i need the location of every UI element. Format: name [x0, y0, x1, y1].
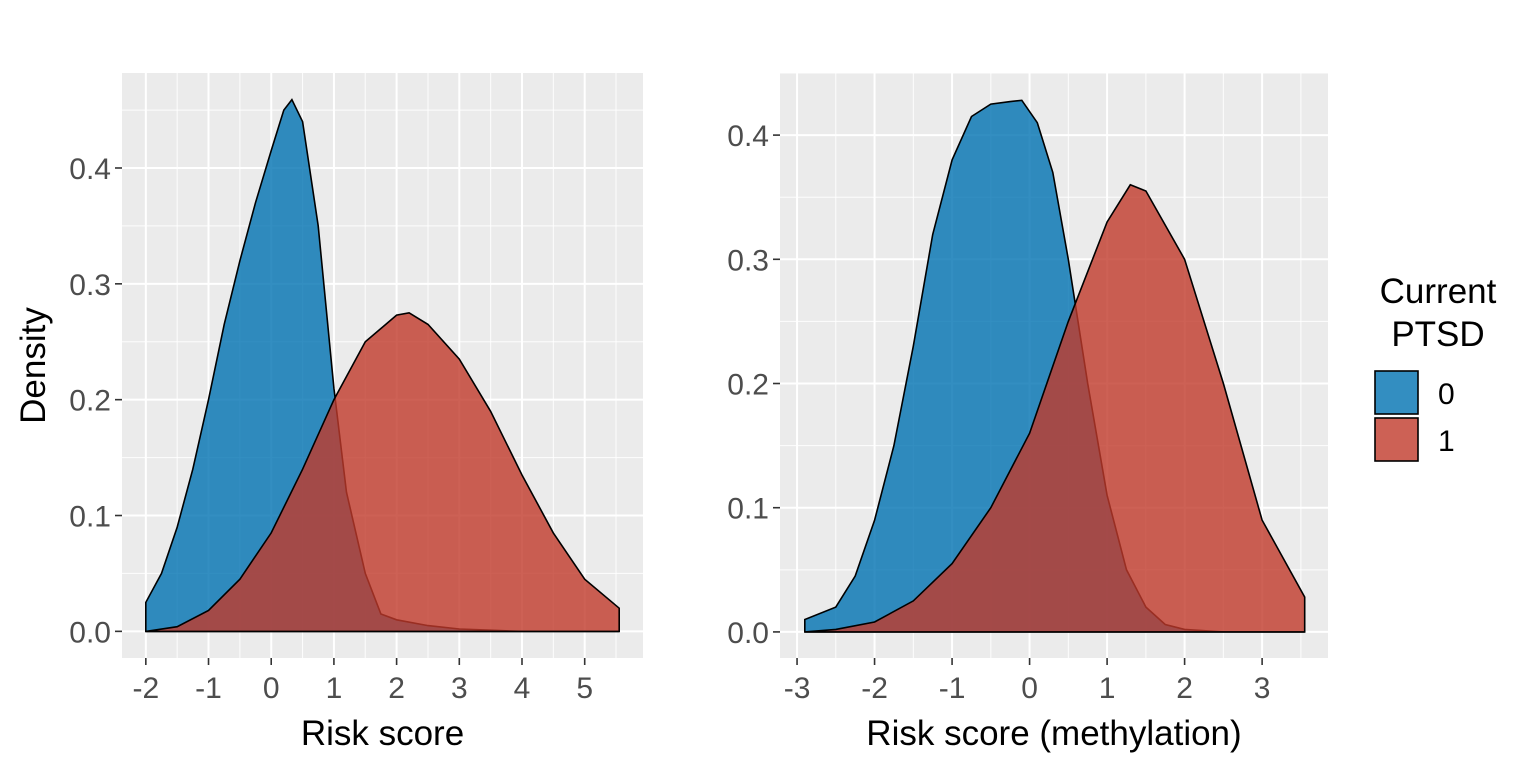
- y-tick-label: 0.1: [727, 493, 769, 526]
- x-tick-label: 4: [514, 672, 531, 705]
- y-tick-label: 0.4: [69, 153, 111, 186]
- y-tick-label: 0.2: [727, 369, 769, 402]
- y-tick-label: 0.3: [69, 269, 111, 302]
- x-tick-label: -2: [132, 672, 159, 705]
- x-tick-label: 3: [451, 672, 468, 705]
- density-area-series-1: [145, 311, 620, 633]
- y-tick-label: 0.0: [727, 617, 769, 650]
- x-tick-label: -1: [939, 672, 966, 705]
- x-tick-label: 0: [263, 672, 280, 705]
- y-tick-label: 0.3: [727, 244, 769, 277]
- legend-label-0: 0: [1438, 378, 1455, 411]
- x-tick-label: 2: [388, 672, 405, 705]
- legend-title-line-2: PTSD: [1391, 315, 1484, 354]
- x-axis-title: Risk score (methylation): [866, 714, 1241, 753]
- y-tick-label: 0.0: [69, 616, 111, 649]
- y-tick-label: 0.2: [69, 385, 111, 418]
- legend-key-0: [1374, 370, 1419, 415]
- y-tick-label: 0.4: [727, 120, 769, 153]
- legend-key-1: [1374, 417, 1419, 462]
- right-density-panel: -3 -2 -1 0 1 2 3 0.0 0.1 0.2 0.3 0.4 Risk score (met…: [727, 72, 1328, 753]
- legend: Current PTSD 0 1: [1374, 272, 1497, 462]
- y-tick-label: 0.1: [69, 501, 111, 534]
- density-area-series-1: [804, 183, 1306, 633]
- x-tick-label: -3: [784, 672, 811, 705]
- left-density-panel: -2 -1 0 1 2 3 4 5 0.0 0.1 0.2 0.3 0.4 Risk score Densi…: [14, 73, 643, 753]
- y-axis-title: Density: [14, 307, 53, 424]
- x-tick-label: 1: [326, 672, 343, 705]
- x-tick-label: 0: [1021, 672, 1038, 705]
- legend-label-1: 1: [1438, 425, 1455, 458]
- x-tick-label: 3: [1254, 672, 1271, 705]
- x-tick-label: 2: [1176, 672, 1193, 705]
- x-axis-title: Risk score: [301, 714, 464, 753]
- x-tick-label: 1: [1099, 672, 1116, 705]
- x-tick-label: 5: [576, 672, 593, 705]
- x-tick-label: -1: [195, 672, 222, 705]
- legend-title-line-1: Current: [1380, 272, 1497, 311]
- x-tick-label: -2: [861, 672, 888, 705]
